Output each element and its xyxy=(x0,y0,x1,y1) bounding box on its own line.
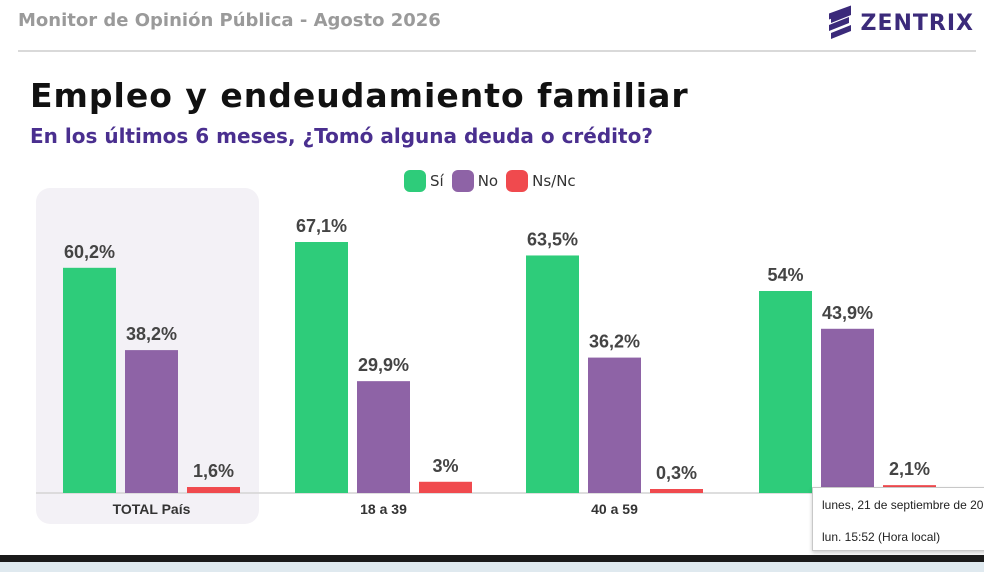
taskbar-strip xyxy=(0,562,984,572)
data-label-0-1: 38,2% xyxy=(126,324,177,344)
data-label-1-1: 29,9% xyxy=(358,355,409,375)
bar-0-1 xyxy=(125,350,178,493)
bar-3-1 xyxy=(821,328,874,493)
category-label-1: 18 a 39 xyxy=(360,501,407,517)
bar-1-0 xyxy=(295,242,348,493)
brand-logo: ZENTRIX xyxy=(825,2,975,44)
bar-chart: 60,2% 38,2% 1,6% TOTAL País 67,1% 29,9% 3% 18 a… xyxy=(36,188,984,524)
data-label-2-1: 36,2% xyxy=(589,332,640,352)
legend-label-no: No xyxy=(477,172,499,190)
bar-1-2 xyxy=(419,481,472,493)
data-label-0-0: 60,2% xyxy=(64,242,115,262)
header-divider xyxy=(18,50,976,52)
bar-0-2 xyxy=(187,487,240,493)
chart-subtitle: En los últimos 6 meses, ¿Tomó alguna deu… xyxy=(30,124,653,148)
header: Monitor de Opinión Pública - Agosto 2026… xyxy=(0,0,984,52)
legend-label-nsnc: Ns/Nc xyxy=(532,172,576,190)
clock-tooltip: lunes, 21 de septiembre de 202 lun. 15:5… xyxy=(812,487,984,551)
legend-swatch-si xyxy=(404,170,426,192)
legend-swatch-no xyxy=(451,170,474,192)
data-label-3-1: 43,9% xyxy=(822,303,873,323)
data-label-2-2: 0,3% xyxy=(656,463,697,483)
legend-label-si: Sí xyxy=(430,172,444,190)
bar-2-2 xyxy=(650,489,703,493)
brand-name: ZENTRIX xyxy=(860,10,974,36)
bar-1-1 xyxy=(357,381,410,493)
data-label-0-2: 1,6% xyxy=(193,461,234,481)
chart-title: Empleo y endeudamiento familiar xyxy=(30,76,689,115)
bar-2-1 xyxy=(588,357,641,493)
legend-item-si: Sí xyxy=(404,170,444,192)
category-label-2: 40 a 59 xyxy=(591,501,638,517)
bar-0-0 xyxy=(63,267,116,493)
legend-item-no: No xyxy=(451,170,499,192)
data-label-1-0: 67,1% xyxy=(296,216,347,236)
zentrix-logo-icon xyxy=(828,5,851,39)
data-label-3-2: 2,1% xyxy=(889,459,930,479)
category-label-0: TOTAL País xyxy=(113,501,191,517)
legend: Sí No Ns/Nc xyxy=(404,170,576,192)
tooltip-time: lun. 15:52 (Hora local) xyxy=(822,530,941,544)
data-label-2-0: 63,5% xyxy=(527,229,578,249)
data-label-3-0: 54% xyxy=(767,265,803,285)
legend-item-nsnc: Ns/Nc xyxy=(506,170,576,192)
bar-3-0 xyxy=(759,291,812,493)
legend-swatch-nsnc xyxy=(506,170,529,192)
report-title: Monitor de Opinión Pública - Agosto 2026 xyxy=(18,10,441,31)
data-label-1-2: 3% xyxy=(432,456,458,476)
tooltip-date: lunes, 21 de septiembre de 202 xyxy=(822,498,984,512)
bar-2-0 xyxy=(526,255,579,493)
